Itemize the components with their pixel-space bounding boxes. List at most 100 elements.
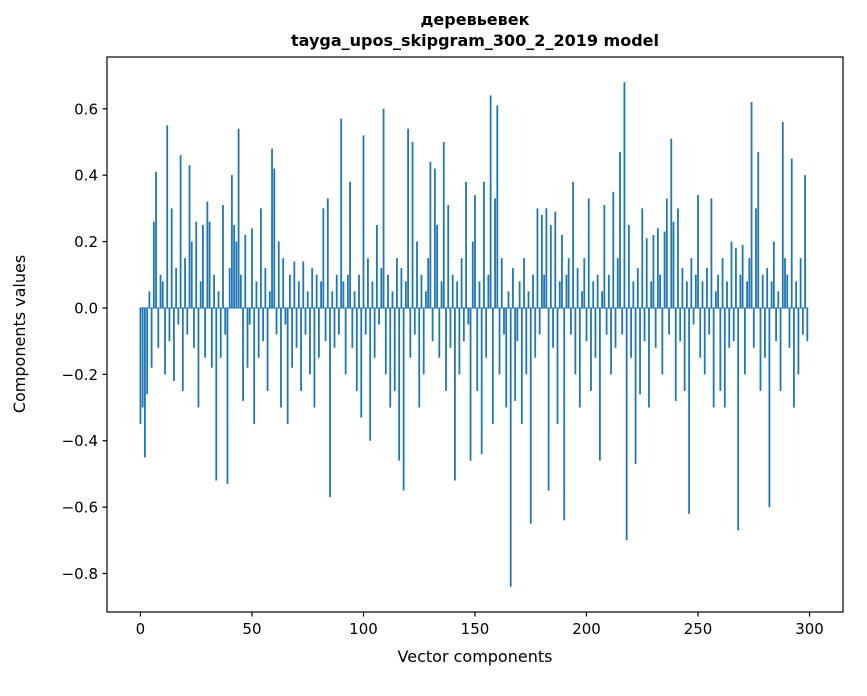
bar <box>369 307 372 441</box>
bar <box>679 307 682 342</box>
bar <box>300 307 302 391</box>
bar <box>449 307 452 348</box>
bar <box>605 307 608 335</box>
bar <box>217 291 220 308</box>
bar <box>561 234 563 308</box>
bar <box>402 307 405 491</box>
bar <box>360 307 363 418</box>
y-tick-label: 0.0 <box>74 299 98 317</box>
bar <box>603 205 606 308</box>
bar <box>329 307 331 498</box>
bar <box>697 195 699 308</box>
bar <box>645 238 648 308</box>
bar <box>728 307 731 348</box>
bar <box>418 307 421 408</box>
bar <box>594 307 597 358</box>
bar <box>601 291 604 308</box>
bar <box>746 281 748 308</box>
bar <box>400 268 403 308</box>
bar <box>545 208 548 308</box>
bar <box>139 307 142 425</box>
bar <box>141 307 144 408</box>
bar <box>157 307 160 348</box>
bar <box>338 307 340 335</box>
bar <box>306 291 309 308</box>
bar <box>331 291 334 308</box>
bar <box>583 258 586 308</box>
bar <box>610 307 612 375</box>
bar <box>668 307 670 335</box>
bar <box>806 307 809 342</box>
bar <box>491 307 494 425</box>
bar <box>344 307 347 375</box>
bar <box>781 122 784 308</box>
bar <box>547 307 550 491</box>
bar <box>703 307 706 375</box>
bar <box>324 307 327 342</box>
bar <box>556 307 559 425</box>
bar <box>500 258 503 308</box>
bar <box>447 205 450 308</box>
bar <box>286 307 289 425</box>
bar <box>433 168 436 308</box>
bar <box>692 307 695 325</box>
bar <box>293 261 296 308</box>
bar <box>353 291 356 308</box>
bar <box>311 268 314 308</box>
bar <box>552 307 554 348</box>
bar <box>193 307 195 348</box>
bar <box>688 307 691 514</box>
bar <box>413 307 416 335</box>
bar <box>257 307 260 358</box>
bar <box>373 307 376 358</box>
bar <box>496 105 499 308</box>
bar <box>309 307 311 375</box>
bar <box>248 307 251 325</box>
bar <box>654 307 657 348</box>
bar <box>304 307 307 335</box>
x-tick-label: 150 <box>461 620 490 638</box>
bar <box>674 307 677 401</box>
bar <box>659 274 662 308</box>
bar <box>389 307 392 408</box>
bar <box>554 211 557 308</box>
bar <box>743 307 746 375</box>
bar <box>391 291 394 308</box>
bar <box>750 102 753 308</box>
bar <box>764 307 766 358</box>
bar <box>797 307 800 375</box>
bar <box>558 281 561 308</box>
bar <box>170 208 173 308</box>
bar <box>380 268 383 308</box>
bar <box>404 281 407 308</box>
bar <box>213 274 215 308</box>
bar <box>757 151 760 308</box>
bar <box>371 281 374 308</box>
bar <box>790 158 793 308</box>
bar <box>407 128 409 308</box>
bar <box>438 307 441 358</box>
bar <box>355 307 358 391</box>
bar <box>717 274 720 308</box>
bar <box>215 307 218 481</box>
bar <box>721 258 724 308</box>
bar <box>518 281 521 308</box>
bar <box>563 307 566 521</box>
bar <box>503 307 505 335</box>
bar <box>712 307 715 408</box>
bar <box>784 258 786 308</box>
bar <box>525 307 528 375</box>
bar <box>636 268 639 308</box>
bar <box>587 198 590 308</box>
bar <box>804 175 806 308</box>
bar <box>186 307 189 335</box>
bar <box>199 281 202 308</box>
bar <box>485 307 488 358</box>
bar <box>572 181 575 308</box>
bar <box>616 258 619 308</box>
bar <box>643 307 646 342</box>
bar <box>179 155 182 308</box>
bar <box>706 268 708 308</box>
bar <box>612 191 615 308</box>
